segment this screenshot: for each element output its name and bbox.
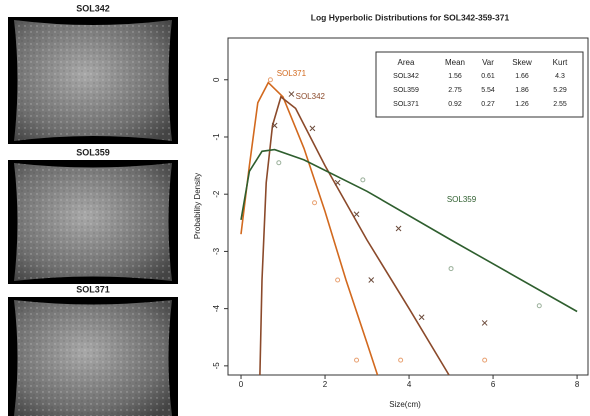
data-point bbox=[482, 320, 487, 325]
photo-texture bbox=[14, 163, 172, 281]
table-cell: 5.54 bbox=[481, 87, 495, 94]
data-point bbox=[369, 278, 374, 283]
y-tick-label: -2 bbox=[212, 190, 221, 198]
table-cell: 1.56 bbox=[448, 73, 462, 80]
table-header: Var bbox=[482, 58, 494, 67]
data-point bbox=[449, 267, 453, 271]
table-cell: SOL342 bbox=[393, 73, 419, 80]
data-point bbox=[483, 358, 487, 362]
density-curve bbox=[260, 97, 449, 375]
table-cell: 1.66 bbox=[515, 73, 529, 80]
data-point bbox=[277, 161, 281, 165]
table-cell: 0.27 bbox=[481, 101, 495, 108]
data-point bbox=[396, 226, 401, 231]
photo-texture bbox=[14, 300, 172, 416]
table-cell: SOL359 bbox=[393, 87, 419, 94]
x-tick-label: 0 bbox=[239, 380, 244, 389]
data-point bbox=[361, 178, 365, 182]
table-cell: 4.3 bbox=[555, 73, 565, 80]
x-tick-label: 8 bbox=[575, 380, 580, 389]
x-tick-label: 4 bbox=[407, 380, 412, 389]
table-header: Skew bbox=[512, 58, 532, 67]
x-axis-label: Size(cm) bbox=[389, 400, 421, 409]
density-curve bbox=[241, 150, 577, 312]
y-tick-label: -5 bbox=[212, 362, 221, 370]
y-tick-label: 0 bbox=[212, 77, 221, 82]
y-tick-label: -4 bbox=[212, 305, 221, 313]
data-point bbox=[355, 358, 359, 362]
data-point bbox=[313, 201, 317, 205]
x-tick-label: 6 bbox=[491, 380, 496, 389]
photo-texture bbox=[14, 20, 172, 141]
panel-title: SOL371 bbox=[76, 284, 110, 294]
y-tick-label: -1 bbox=[212, 133, 221, 141]
table-cell: 2.55 bbox=[553, 101, 567, 108]
table-header: Area bbox=[398, 58, 415, 67]
table-cell: 5.29 bbox=[553, 87, 567, 94]
table-cell: SOL371 bbox=[393, 101, 419, 108]
curve-label: SOL371 bbox=[277, 69, 307, 78]
panel-title: SOL359 bbox=[76, 147, 110, 157]
table-cell: 2.75 bbox=[448, 87, 462, 94]
curve-label: SOL359 bbox=[447, 195, 477, 204]
y-tick-label: -3 bbox=[212, 247, 221, 255]
data-point bbox=[268, 78, 272, 82]
table-cell: 1.26 bbox=[515, 101, 529, 108]
figure: SOL342 SOL359 SOL371 Log Hyperbolic Dist… bbox=[0, 0, 590, 416]
chart-title: Log Hyperbolic Distributions for SOL342-… bbox=[311, 12, 510, 22]
data-point bbox=[354, 212, 359, 217]
data-point bbox=[537, 304, 541, 308]
data-point bbox=[399, 358, 403, 362]
x-tick-label: 2 bbox=[323, 380, 328, 389]
curve-label: SOL342 bbox=[296, 92, 326, 101]
data-point bbox=[310, 126, 315, 131]
table-cell: 1.86 bbox=[515, 87, 529, 94]
data-point bbox=[335, 180, 340, 185]
panel-title: SOL342 bbox=[76, 3, 110, 13]
data-point bbox=[336, 278, 340, 282]
table-cell: 0.92 bbox=[448, 101, 462, 108]
data-point bbox=[289, 92, 294, 97]
photo-panels: SOL342 SOL359 SOL371 bbox=[8, 3, 178, 416]
table-header: Kurt bbox=[553, 58, 568, 67]
table-cell: 0.61 bbox=[481, 73, 495, 80]
data-point bbox=[419, 315, 424, 320]
table-header: Mean bbox=[445, 58, 465, 67]
y-axis-label: Probability Density bbox=[193, 173, 202, 239]
